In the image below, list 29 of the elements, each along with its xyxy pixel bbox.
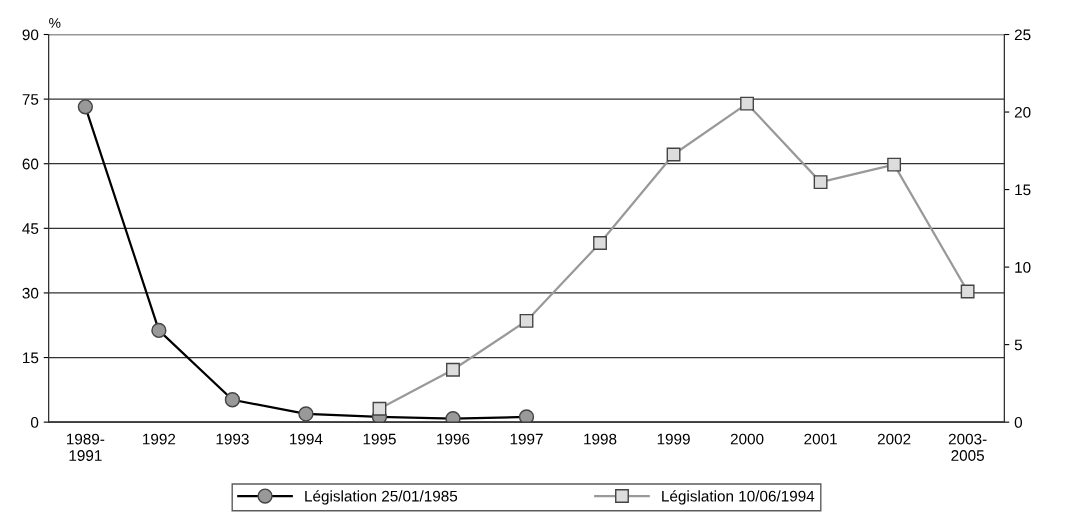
y-tick-label: 75	[22, 94, 39, 105]
x-tick-label: 1999	[657, 433, 690, 445]
x-tick-label: 1993	[216, 433, 249, 445]
y2-tick-label: 15	[1015, 184, 1031, 196]
x-tick-label: 2000	[730, 433, 764, 445]
y-tick-label: 90	[22, 29, 39, 41]
x-tick-label: 1998	[584, 433, 617, 445]
x-tick-label: 1994	[290, 433, 323, 445]
x-tick-label: 1997	[510, 433, 543, 445]
x-tick-label: 1996	[437, 433, 470, 445]
legend-label: Législation 25/01/1985	[305, 490, 458, 505]
x-tick-label: 2003- 2005	[948, 433, 987, 461]
y-tick-label: 30	[22, 287, 39, 299]
y-axis-title: %	[49, 18, 61, 28]
x-tick-label: 2001	[804, 433, 837, 445]
x-tick-label: 1989- 1991	[66, 433, 105, 461]
y-tick-label: 15	[23, 352, 39, 364]
y-tick-label: 60	[22, 158, 39, 170]
x-tick-label: 1992	[143, 433, 176, 445]
y-tick-label: 0	[30, 417, 39, 428]
legend-label: Législation 10/06/1994	[662, 490, 815, 505]
y2-tick-label: 25	[1014, 29, 1031, 41]
y2-tick-label: 0	[1014, 417, 1023, 428]
y2-tick-label: 5	[1014, 339, 1022, 351]
y2-tick-label: 10	[1015, 261, 1031, 273]
x-tick-label: 1995	[363, 433, 396, 445]
y-tick-label: 45	[22, 223, 39, 235]
y2-tick-label: 20	[1014, 106, 1031, 118]
x-tick-label: 2002	[877, 433, 911, 445]
